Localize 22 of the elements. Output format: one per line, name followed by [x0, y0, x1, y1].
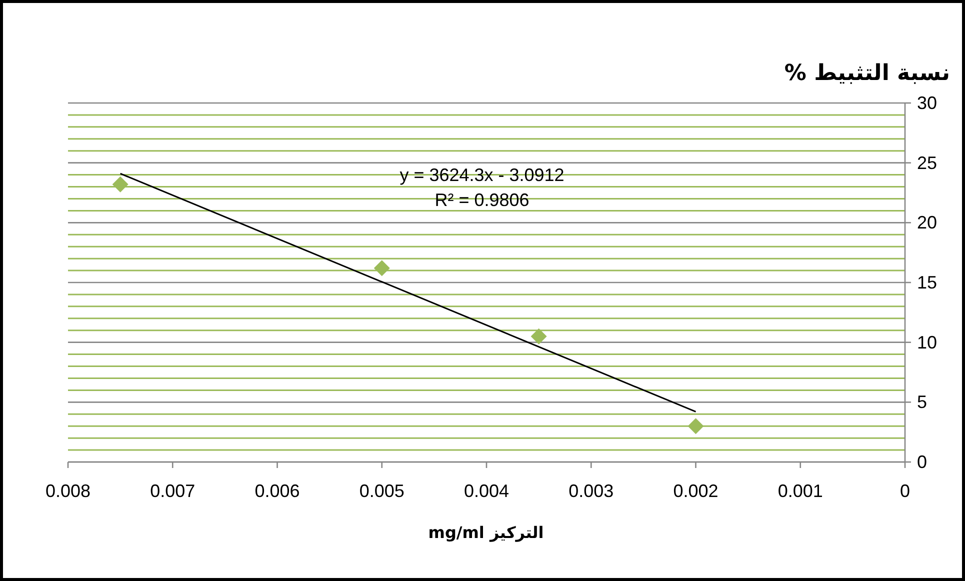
x-tick-label: 0: [900, 481, 910, 501]
x-tick-label: 0.003: [568, 481, 614, 501]
x-tick-label: 0.002: [673, 481, 718, 501]
y-tick-label: 30: [917, 93, 938, 113]
point: [374, 260, 390, 276]
x-tick-label: 0.001: [778, 481, 823, 501]
point: [530, 328, 547, 344]
x-tick-label: 0.005: [359, 481, 404, 501]
y-tick-label: 25: [917, 152, 938, 173]
x-tick-label: 0.008: [45, 481, 91, 501]
x-tick-label: 0.004: [464, 481, 510, 501]
x-tick-label: 0.007: [150, 481, 196, 501]
x-tick-label: 0.006: [254, 481, 300, 501]
y-tick-label: 15: [917, 272, 938, 292]
y-axis-title: نسبة التثبيط %: [784, 61, 950, 86]
x-axis-title: التركيز mg/ml: [428, 523, 544, 542]
point: [688, 418, 704, 434]
y-tick-label: 5: [917, 392, 928, 412]
point: [112, 176, 128, 192]
y-tick-label: 10: [917, 332, 938, 352]
y-tick-label: 20: [917, 212, 938, 233]
y-tick-label: 0: [917, 452, 928, 472]
